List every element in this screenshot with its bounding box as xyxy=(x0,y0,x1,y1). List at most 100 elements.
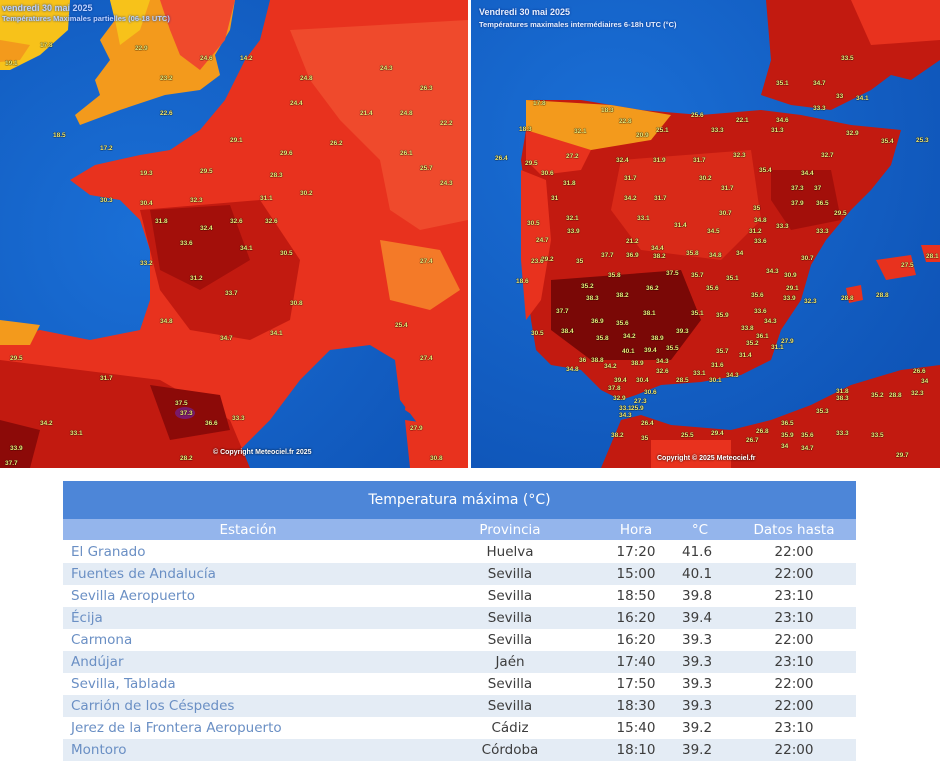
station-link[interactable]: Fuentes de Andalucía xyxy=(71,566,216,582)
temperature-value-label: 34 xyxy=(781,443,789,450)
temperature-value-label: 21.2 xyxy=(626,238,639,245)
temperature-value-label: 34.8 xyxy=(566,366,579,373)
temperature-value-label: 33.3 xyxy=(816,228,829,235)
station-link[interactable]: Carrión de los Céspedes xyxy=(71,698,235,714)
temperature-value-label: 34.2 xyxy=(624,195,637,202)
station-link[interactable]: Carmona xyxy=(71,632,133,648)
temperature-value-label: 30.4 xyxy=(636,377,649,384)
temperature-value-label: 35.5 xyxy=(666,345,679,352)
station-link[interactable]: Jerez de la Frontera Aeropuerto xyxy=(71,720,282,736)
temperature-value-label: 33.1 xyxy=(619,405,632,412)
temperature-value-label: 37.5 xyxy=(666,270,679,277)
temperature-value-label: 35.2 xyxy=(871,392,884,399)
temperature-value-label: 31.8 xyxy=(155,218,168,225)
time-cell: 18:30 xyxy=(616,698,656,714)
temperature-value-label: 38.9 xyxy=(651,335,664,342)
temperature-value-label: 32.9 xyxy=(613,395,626,402)
temperature-value-label: 25.9 xyxy=(631,405,644,412)
temperature-value-label: 35.6 xyxy=(706,285,719,292)
temperature-value-label: 35.9 xyxy=(716,312,729,319)
station-link[interactable]: Sevilla Aeropuerto xyxy=(71,588,196,604)
temperature-value-label: 33.1 xyxy=(70,430,83,437)
temperature-value-label: 33.5 xyxy=(841,55,854,62)
temperature-value-label: 34.8 xyxy=(754,217,767,224)
temperature-value-label: 35 xyxy=(753,205,761,212)
temperature-value-label: 34.8 xyxy=(160,318,173,325)
temperature-value-label: 39.3 xyxy=(676,328,689,335)
data-until-cell: 23:10 xyxy=(774,720,814,736)
temperature-value-label: 22.1 xyxy=(736,117,749,124)
temperature-value-label: 32.9 xyxy=(846,130,859,137)
temperature-value-label: 37 xyxy=(814,185,822,192)
max-temperature-table: Temperatura máxima (°C) Estación Provinc… xyxy=(63,481,856,761)
temperature-value-label: 27.5 xyxy=(901,262,914,269)
temperature-value-label: 34.6 xyxy=(776,117,789,124)
temperature-value-label: 33.6 xyxy=(754,308,767,315)
temperature-value-label: 31.3 xyxy=(771,127,784,134)
table-title: Temperatura máxima (°C) xyxy=(63,481,856,519)
temperature-value-label: 38.2 xyxy=(611,432,624,439)
temperature-value-label: 33.5 xyxy=(871,432,884,439)
temperature-value-label: 33.9 xyxy=(10,445,23,452)
france-map-graphic xyxy=(0,0,468,468)
temperature-cell: 39.3 xyxy=(682,632,713,648)
temperature-value-label: 37.3 xyxy=(180,410,193,417)
province-cell: Sevilla xyxy=(487,610,533,626)
temperature-value-label: 28.2 xyxy=(180,455,193,462)
temperature-value-label: 32.7 xyxy=(821,152,834,159)
station-link[interactable]: Sevilla, Tablada xyxy=(71,676,176,692)
right-map-subtitle: Températures maximales intermédiaires 6-… xyxy=(479,20,677,29)
data-until-cell: 22:00 xyxy=(774,566,814,582)
station-link[interactable]: El Granado xyxy=(71,544,146,560)
temperature-value-label: 34.3 xyxy=(764,318,777,325)
province-cell: Sevilla xyxy=(487,632,533,648)
temperature-value-label: 35.4 xyxy=(881,138,894,145)
temperature-value-label: 30.1 xyxy=(709,377,722,384)
temperature-value-label: 24.4 xyxy=(290,100,303,107)
temperature-value-label: 35.6 xyxy=(801,432,814,439)
temperature-value-label: 35.6 xyxy=(616,320,629,327)
temperature-cell: 39.2 xyxy=(682,720,713,736)
temperature-value-label: 31.9 xyxy=(653,157,666,164)
temperature-value-label: 31.7 xyxy=(100,375,113,382)
temperature-value-label: 28.5 xyxy=(676,377,689,384)
temperature-value-label: 33.3 xyxy=(776,223,789,230)
temperature-value-label: 36.9 xyxy=(626,252,639,259)
temperature-value-label: 33 xyxy=(836,93,844,100)
temperature-value-label: 27.2 xyxy=(566,153,579,160)
right-map-date: Vendredi 30 mai 2025 xyxy=(479,7,571,17)
temperature-value-label: 24.8 xyxy=(300,75,313,82)
temperature-value-label: 34.7 xyxy=(220,335,233,342)
temperature-value-label: 22.6 xyxy=(160,110,173,117)
temperature-value-label: 27.4 xyxy=(420,355,433,362)
table-row: Carrión de los Céspedes Sevilla 18:30 39… xyxy=(63,695,856,717)
station-link[interactable]: Montoro xyxy=(71,742,127,758)
temperature-cell: 39.3 xyxy=(682,676,713,692)
temperature-cell: 41.6 xyxy=(682,544,713,560)
temperature-value-label: 33.3 xyxy=(836,430,849,437)
temperature-value-label: 39.4 xyxy=(644,347,657,354)
temperature-value-label: 35.1 xyxy=(776,80,789,87)
temperature-value-label: 31.4 xyxy=(674,222,687,229)
temperature-value-label: 35.8 xyxy=(596,335,609,342)
temperature-value-label: 26.8 xyxy=(756,428,769,435)
temperature-value-label: 35 xyxy=(576,258,584,265)
station-link[interactable]: Écija xyxy=(71,610,103,626)
left-map-copyright: © Copyright Meteociel.fr 2025 xyxy=(213,449,312,456)
station-link[interactable]: Andújar xyxy=(71,654,124,670)
right-map-copyright: Copyright © 2025 Meteociel.fr xyxy=(657,455,756,462)
temperature-value-label: 34.3 xyxy=(766,268,779,275)
table-row: Écija Sevilla 16:20 39.4 23:10 xyxy=(63,607,856,629)
temperature-value-label: 30.8 xyxy=(290,300,303,307)
table-row: Fuentes de Andalucía Sevilla 15:00 40.1 … xyxy=(63,563,856,585)
temperature-value-label: 30.9 xyxy=(784,272,797,279)
temperature-value-label: 33.9 xyxy=(567,228,580,235)
temperature-value-label: 31.1 xyxy=(260,195,273,202)
temperature-value-label: 36 xyxy=(579,357,587,364)
temperature-value-label: 24.8 xyxy=(400,110,413,117)
temperature-value-label: 32.6 xyxy=(656,368,669,375)
province-cell: Sevilla xyxy=(487,698,533,714)
temperature-value-label: 26.1 xyxy=(400,150,413,157)
temperature-value-label: 25.1 xyxy=(656,127,669,134)
temperature-value-label: 17.8 xyxy=(40,42,53,49)
